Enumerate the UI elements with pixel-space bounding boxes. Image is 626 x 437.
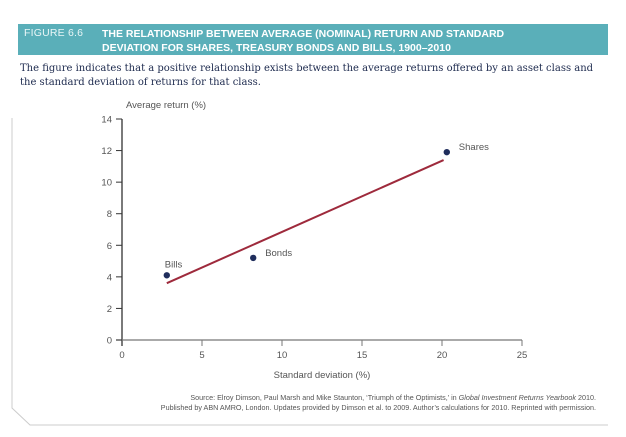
figure-title-line-1: THE RELATIONSHIP BETWEEN AVERAGE (NOMINA… — [102, 28, 505, 40]
x-tick-label-25: 25 — [517, 350, 528, 361]
point-label-bonds: Bonds — [265, 248, 292, 259]
y-tick-label-14: 14 — [101, 115, 112, 126]
point-label-bills: Bills — [165, 259, 183, 270]
x-axis-title: Standard deviation (%) — [274, 370, 371, 381]
y-tick-label-2: 2 — [107, 304, 112, 315]
source-line-1-pre: Source: Elroy Dimson, Paul Marsh and Mik… — [190, 393, 459, 402]
source-note: Source: Elroy Dimson, Paul Marsh and Mik… — [36, 393, 596, 413]
figure-title: THE RELATIONSHIP BETWEEN AVERAGE (NOMINA… — [102, 27, 602, 55]
y-tick-label-8: 8 — [107, 209, 112, 220]
source-line-1-post: 2010. — [576, 393, 596, 402]
figure-number: FIGURE 6.6 — [24, 27, 84, 39]
x-tick-label-10: 10 — [277, 350, 288, 361]
y-tick-label-12: 12 — [101, 146, 112, 157]
ticks: 0 2 4 6 8 10 12 14 0 5 10 15 20 25 — [101, 115, 527, 362]
x-tick-label-15: 15 — [357, 350, 368, 361]
y-tick-label-10: 10 — [101, 178, 112, 189]
source-line-2: Published by ABN AMRO, London. Updates p… — [160, 403, 596, 412]
point-label-shares: Shares — [459, 142, 489, 153]
y-tick-label-6: 6 — [107, 241, 112, 252]
x-tick-label-0: 0 — [119, 350, 124, 361]
point-bonds — [250, 254, 257, 262]
x-tick-label-20: 20 — [437, 350, 448, 361]
source-line-1: Source: Elroy Dimson, Paul Marsh and Mik… — [36, 393, 596, 403]
figure-caption: The figure indicates that a positive rel… — [20, 63, 594, 88]
y-tick-label-0: 0 — [107, 336, 112, 347]
y-tick-label-4: 4 — [107, 272, 112, 283]
point-shares — [443, 148, 450, 156]
y-axis-title: Average return (%) — [126, 100, 206, 111]
figure-title-line-2: DEVIATION FOR SHARES, TREASURY BONDS AND… — [102, 42, 451, 54]
source-publication: Global Investment Returns Yearbook — [458, 393, 577, 402]
figure-banner: FIGURE 6.6 THE RELATIONSHIP BETWEEN AVER… — [18, 24, 608, 55]
x-tick-label-5: 5 — [199, 350, 204, 361]
marks: Bills Bonds Shares — [163, 142, 489, 285]
figure-frame — [11, 118, 608, 426]
point-bills — [163, 272, 170, 279]
trend-line — [166, 159, 445, 285]
